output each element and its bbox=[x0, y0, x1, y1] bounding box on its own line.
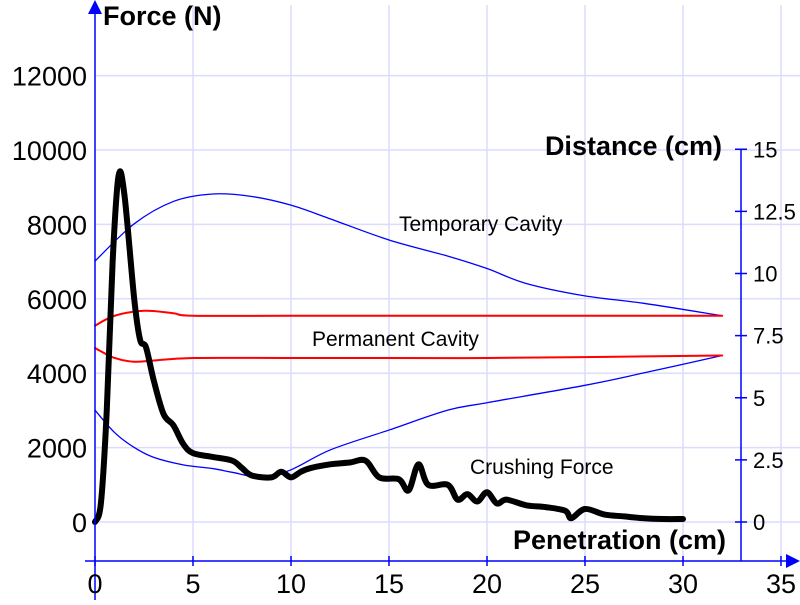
y-tick-label: 4000 bbox=[27, 359, 87, 389]
annotation-crushing-force: Crushing Force bbox=[470, 456, 614, 479]
y-tick-label: 6000 bbox=[27, 285, 87, 315]
y-axis-title: Force (N) bbox=[103, 1, 222, 31]
y2-tick-label: 15 bbox=[753, 137, 777, 162]
x-tick-label: 35 bbox=[766, 569, 796, 599]
grid bbox=[94, 5, 800, 566]
y2-tick-label: 10 bbox=[753, 262, 777, 287]
y-tick-label: 2000 bbox=[27, 434, 87, 464]
y2-tick-label: 5 bbox=[753, 386, 765, 411]
y2-tick-label: 7.5 bbox=[753, 324, 784, 349]
y-tick-label: 10000 bbox=[12, 136, 87, 166]
x-tick-label: 20 bbox=[472, 569, 502, 599]
x-tick-label: 10 bbox=[276, 569, 306, 599]
series-group bbox=[92, 168, 724, 525]
y2-axis-title: Distance (cm) bbox=[545, 131, 722, 161]
series-crushing-force bbox=[92, 168, 686, 525]
x-tick-label: 15 bbox=[374, 569, 404, 599]
tick-labels: 0 5 10 15 20 25 30 35 0 2000 4000 6000 8000 10000 1200… bbox=[12, 62, 796, 599]
y-tick-label: 0 bbox=[72, 508, 87, 538]
series-permanent-cavity-lower bbox=[94, 347, 724, 363]
axes bbox=[85, 0, 800, 600]
x-axis-arrow-icon bbox=[786, 554, 800, 568]
y2-tick-label: 0 bbox=[753, 510, 765, 535]
annotation-permanent-cavity: Permanent Cavity bbox=[312, 328, 479, 351]
x-tick-label: 0 bbox=[87, 569, 102, 599]
y-axis-arrow-icon bbox=[88, 0, 102, 14]
annotation-temporary-cavity: Temporary Cavity bbox=[399, 213, 563, 236]
y-tick-label: 8000 bbox=[27, 210, 87, 240]
x-tick-label: 25 bbox=[570, 569, 600, 599]
x-tick-label: 5 bbox=[185, 569, 200, 599]
series-permanent-cavity-upper bbox=[94, 309, 724, 327]
x-tick-label: 30 bbox=[668, 569, 698, 599]
y2-tick-label: 12.5 bbox=[753, 199, 796, 224]
y2-tick-label: 2.5 bbox=[753, 448, 784, 473]
y-tick-label: 12000 bbox=[12, 62, 87, 92]
x-axis-title: Penetration (cm) bbox=[513, 525, 726, 555]
series-temporary-cavity-upper bbox=[94, 193, 723, 317]
